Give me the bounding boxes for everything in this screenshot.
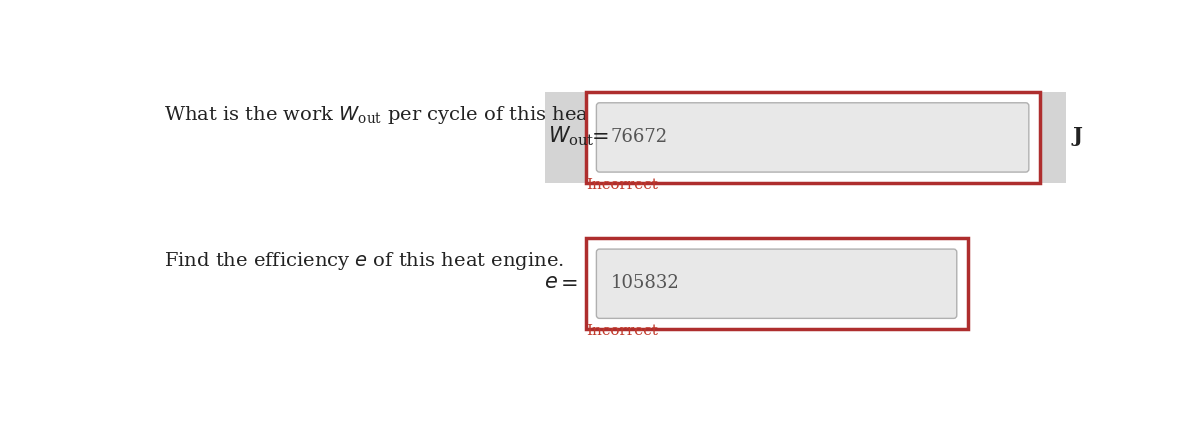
- Text: Find the efficiency $e$ of this heat engine.: Find the efficiency $e$ of this heat eng…: [164, 250, 564, 272]
- FancyBboxPatch shape: [596, 103, 1028, 172]
- Bar: [1039, 92, 1066, 183]
- Text: J: J: [1073, 126, 1082, 146]
- FancyBboxPatch shape: [596, 249, 956, 318]
- Bar: [586, 238, 967, 329]
- Text: $=$: $=$: [556, 273, 577, 292]
- Text: $W_\mathregular{out}$: $W_\mathregular{out}$: [547, 124, 594, 148]
- Text: $e$: $e$: [544, 273, 558, 292]
- Text: Incorrect: Incorrect: [587, 324, 659, 338]
- Bar: [545, 92, 586, 183]
- Bar: [586, 92, 1039, 183]
- Text: Incorrect: Incorrect: [587, 178, 659, 192]
- Text: $=$: $=$: [587, 126, 608, 145]
- Text: What is the work $W_\mathregular{out}$ per cycle of this heat engine?: What is the work $W_\mathregular{out}$ p…: [164, 104, 679, 126]
- Text: 76672: 76672: [611, 128, 667, 145]
- Text: 105832: 105832: [611, 274, 679, 292]
